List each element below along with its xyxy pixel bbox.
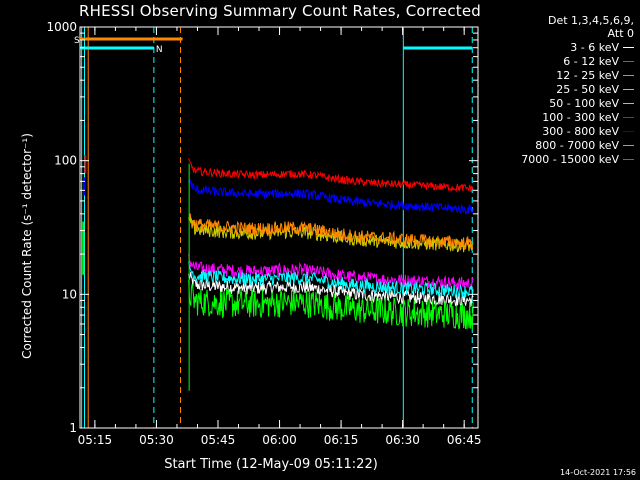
legend-swatch [623, 46, 634, 48]
x-tick-label: 06:45 [447, 433, 482, 447]
series-line [188, 280, 474, 330]
timestamp: 14-Oct-2021 17:56 [560, 468, 636, 477]
series-line [188, 213, 474, 250]
y-axis-label: Corrected Count Rate (s⁻¹ detector⁻¹) [20, 133, 34, 359]
legend-swatch [623, 116, 634, 118]
x-tick-label: 05:45 [201, 433, 236, 447]
legend-swatch [623, 60, 634, 62]
series-line [188, 254, 474, 291]
y-tick-label: 1000 [46, 20, 77, 34]
flag-label: S [74, 36, 80, 46]
legend-item: 300 - 800 keV [480, 124, 634, 138]
legend-swatch [623, 144, 634, 146]
legend-attenuator: Att 0 [607, 27, 634, 40]
legend-label: 800 - 7000 keV [535, 138, 619, 152]
legend-detectors: Det 1,3,4,5,6,9, [547, 14, 634, 27]
y-tick-label: 1 [69, 421, 77, 435]
x-tick-label: 06:15 [324, 433, 359, 447]
legend-item: 800 - 7000 keV [480, 138, 634, 152]
legend-swatch [623, 102, 634, 104]
x-tick-label: 05:15 [78, 433, 113, 447]
y-tick-label: 100 [54, 154, 77, 168]
legend-label: 6 - 12 keV [563, 54, 619, 68]
legend-item: 50 - 100 keV [480, 96, 634, 110]
x-tick-label: 06:30 [385, 433, 420, 447]
legend-label: 3 - 6 keV [570, 40, 619, 54]
legend-item: 25 - 50 keV [480, 82, 634, 96]
legend-swatch [623, 74, 634, 76]
chart-title: RHESSI Observing Summary Count Rates, Co… [78, 2, 481, 20]
legend-label: 7000 - 15000 keV [521, 152, 619, 166]
plot-frame [79, 26, 479, 429]
legend-label: 100 - 300 keV [542, 110, 619, 124]
legend-swatch [623, 130, 634, 132]
x-axis-label: Start Time (12-May-09 05:11:22) [164, 457, 378, 472]
legend-header: Det 1,3,4,5,6,9, Att 0 [488, 14, 634, 40]
legend: 3 - 6 keV 6 - 12 keV 12 - 25 keV 25 - 50 ke… [480, 40, 634, 166]
series-line [188, 179, 474, 216]
y-tick-label: 10 [62, 287, 77, 301]
legend-item: 7000 - 15000 keV [480, 152, 634, 166]
x-tick-label: 05:30 [139, 433, 174, 447]
series-line [188, 157, 474, 193]
series-line [188, 261, 474, 299]
flag-label: N [156, 45, 163, 55]
legend-label: 25 - 50 keV [556, 82, 619, 96]
legend-label: 12 - 25 keV [556, 68, 619, 82]
legend-label: 50 - 100 keV [549, 96, 619, 110]
legend-item: 6 - 12 keV [480, 54, 634, 68]
legend-label: 300 - 800 keV [542, 124, 619, 138]
legend-item: 12 - 25 keV [480, 68, 634, 82]
legend-swatch [623, 88, 634, 90]
x-tick-label: 06:00 [262, 433, 297, 447]
legend-swatch [623, 158, 634, 160]
legend-item: 3 - 6 keV [480, 40, 634, 54]
legend-item: 100 - 300 keV [480, 110, 634, 124]
